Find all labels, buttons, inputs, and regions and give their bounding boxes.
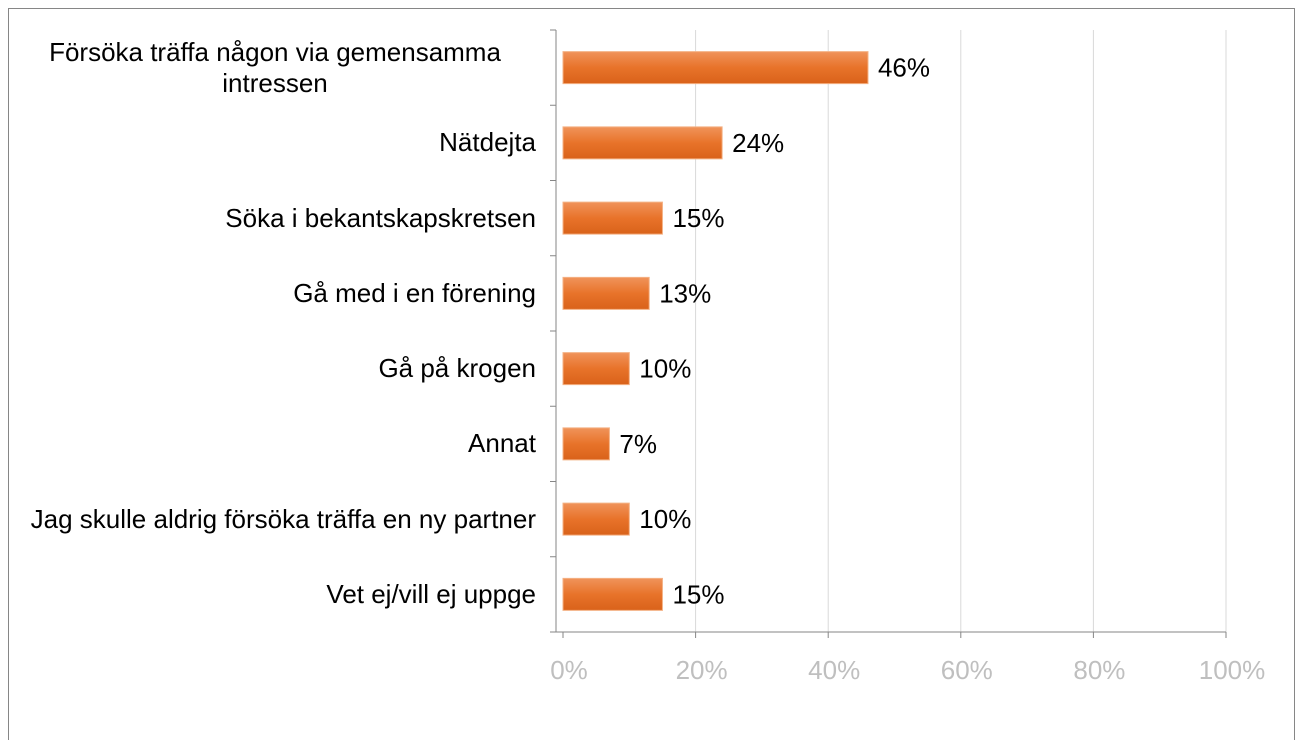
bar <box>562 502 630 536</box>
category-label: Söka i bekantskapskretsen <box>14 178 536 258</box>
value-label: 10% <box>639 504 691 534</box>
x-tick-label: 0% <box>550 655 588 685</box>
bar <box>562 51 869 85</box>
bar <box>562 577 663 611</box>
x-tick-label: 100% <box>1199 655 1266 685</box>
category-text: Vet ej/vill ej uppge <box>326 578 536 609</box>
bar <box>562 276 650 310</box>
value-label: 46% <box>878 53 930 83</box>
x-tick-label: 20% <box>676 655 728 685</box>
category-text: Annat <box>468 428 536 459</box>
bar <box>562 201 663 235</box>
value-label: 10% <box>639 354 691 384</box>
x-tick-label: 40% <box>808 655 860 685</box>
bar <box>562 427 610 461</box>
x-tick-label: 80% <box>1073 655 1125 685</box>
category-label: Gå med i en förening <box>14 253 536 333</box>
bar <box>562 352 630 386</box>
category-label: Gå på krogen <box>14 329 536 409</box>
category-text: Gå med i en förening <box>293 277 536 308</box>
value-label: 15% <box>672 203 724 233</box>
category-text: Gå på krogen <box>378 353 536 384</box>
category-label: Jag skulle aldrig försöka träffa en ny p… <box>14 479 536 559</box>
chart-border <box>8 8 1295 740</box>
value-label: 24% <box>732 128 784 158</box>
value-label: 15% <box>672 579 724 609</box>
category-label: Nätdejta <box>14 103 536 183</box>
value-label: 7% <box>619 429 657 459</box>
category-text: Jag skulle aldrig försöka träffa en ny p… <box>30 503 536 534</box>
bar <box>562 126 723 160</box>
category-label: Annat <box>14 404 536 484</box>
category-text: Försöka träffa någon via gemensamma intr… <box>49 36 501 98</box>
x-tick-label: 60% <box>941 655 993 685</box>
category-text: Nätdejta <box>439 127 536 158</box>
category-text: Söka i bekantskapskretsen <box>225 202 536 233</box>
value-label: 13% <box>659 278 711 308</box>
category-label: Försöka träffa någon via gemensamma intr… <box>14 28 536 108</box>
category-label: Vet ej/vill ej uppge <box>14 554 536 634</box>
